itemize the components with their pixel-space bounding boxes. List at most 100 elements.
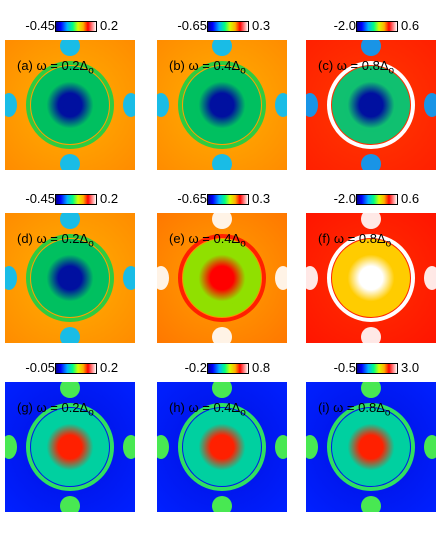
inner-ring [194, 250, 250, 306]
inner-ring [42, 250, 98, 306]
colorbar-min: -0.45 [25, 191, 55, 206]
colorbar-max: 0.8 [252, 360, 271, 375]
colorbar-gradient [55, 363, 97, 374]
lobe-bottom [212, 154, 232, 170]
panel-tag: (e) [169, 231, 189, 246]
lobe-top [361, 382, 381, 398]
lobe-bottom [361, 327, 381, 343]
panel-tag: (g) [17, 400, 37, 415]
colorbar-max: 0.2 [100, 360, 119, 375]
center-spot [215, 271, 229, 285]
colorbar-gradient [356, 21, 398, 32]
panel-omega: ω = 0.4Δ [188, 58, 241, 73]
center-spot [215, 98, 229, 112]
colorbar: -2.0 0.6 [306, 18, 436, 34]
colorbar: -0.65 0.3 [157, 18, 287, 34]
lobe-right [424, 435, 436, 459]
lobe-right [275, 266, 287, 290]
panel-omega: ω = 0.8Δ [336, 58, 389, 73]
density-map [306, 382, 436, 512]
center-spot [63, 98, 77, 112]
panel-label: (f) ω = 0.8Δo [318, 231, 391, 250]
colorbar: -0.05 0.2 [5, 360, 135, 376]
lobe-right [275, 93, 287, 117]
center-spot [364, 98, 378, 112]
panel-omega-sub: o [388, 65, 395, 77]
outer-ring [327, 61, 415, 149]
outer-ring [327, 403, 415, 491]
panel-tag: (h) [169, 400, 189, 415]
lobe-right [123, 435, 135, 459]
colorbar-gradient [55, 194, 97, 205]
lobe-left [157, 435, 169, 459]
panel-tag: (a) [17, 58, 37, 73]
colorbar: -2.0 0.6 [306, 191, 436, 207]
lobe-top [60, 40, 80, 56]
lobe-right [424, 93, 436, 117]
lobe-bottom [60, 327, 80, 343]
lobe-left [5, 435, 17, 459]
panel-omega-sub: o [240, 407, 246, 419]
lobe-left [157, 93, 169, 117]
colorbar-max: 0.2 [100, 18, 119, 33]
outer-ring [178, 61, 266, 149]
outer-ring [178, 403, 266, 491]
inner-ring [343, 250, 399, 306]
colorbar-min: -0.5 [333, 360, 356, 375]
density-map [5, 40, 135, 170]
panel-label: (e) ω = 0.4Δo [169, 231, 246, 250]
colorbar: -0.45 0.2 [5, 18, 135, 34]
colorbar: -0.2 0.8 [157, 360, 287, 376]
density-map [5, 382, 135, 512]
panel-label: (b) ω = 0.4Δo [169, 58, 246, 77]
panel-label: (c) ω = 0.8Δo [318, 58, 394, 77]
lobe-left [5, 266, 17, 290]
lobe-bottom [212, 496, 232, 512]
panel-label: (d) ω = 0.2Δo [17, 231, 94, 250]
panel-label: (a) ω = 0.2Δo [17, 58, 94, 77]
colorbar-gradient [207, 194, 249, 205]
colorbar: -0.45 0.2 [5, 191, 135, 207]
panel-omega: ω = 0.8Δ [333, 400, 385, 415]
lobe-top [212, 382, 232, 398]
density-map [5, 213, 135, 343]
colorbar-min: -0.05 [25, 360, 55, 375]
panel-omega: ω = 0.2Δ [36, 400, 89, 415]
center-spot [364, 440, 378, 454]
lobe-left [306, 266, 318, 290]
panel-tag: (d) [17, 231, 37, 246]
panel-omega-sub: o [88, 238, 94, 250]
panel-label: (h) ω = 0.4Δo [169, 400, 246, 419]
density-map [157, 213, 287, 343]
panel-omega: ω = 0.4Δ [188, 400, 241, 415]
colorbar-max: 0.3 [252, 18, 271, 33]
lobe-top [361, 40, 381, 56]
colorbar-gradient [356, 194, 398, 205]
panel-omega: ω = 0.8Δ [333, 231, 386, 246]
panel-omega-sub: o [240, 65, 246, 77]
outer-ring [178, 234, 266, 322]
colorbar: -0.5 3.0 [306, 360, 436, 376]
colorbar-min: -2.0 [333, 18, 356, 33]
lobe-left [5, 93, 17, 117]
lobe-left [157, 266, 169, 290]
panel-label: (i) ω = 0.8Δo [318, 400, 390, 419]
colorbar-max: 0.6 [401, 18, 420, 33]
inner-ring [42, 419, 98, 475]
colorbar-max: 0.3 [252, 191, 271, 206]
colorbar-min: -0.45 [25, 18, 55, 33]
colorbar-min: -0.65 [177, 191, 207, 206]
lobe-right [275, 435, 287, 459]
panel-tag: (f) [318, 231, 334, 246]
panel-tag: (i) [318, 400, 334, 415]
panel-omega: ω = 0.2Δ [36, 231, 89, 246]
colorbar-min: -0.65 [177, 18, 207, 33]
inner-ring [194, 419, 250, 475]
lobe-top [212, 213, 232, 229]
lobe-top [361, 213, 381, 229]
center-spot [63, 440, 77, 454]
center-spot [63, 271, 77, 285]
outer-ring [26, 234, 114, 322]
density-map [157, 40, 287, 170]
colorbar-max: 0.6 [401, 191, 420, 206]
